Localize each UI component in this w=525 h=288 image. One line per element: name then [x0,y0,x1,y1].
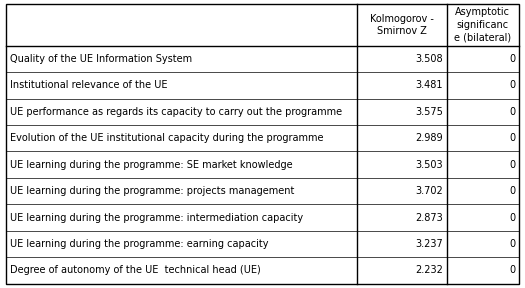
Text: 2.873: 2.873 [416,213,443,223]
Text: 2.989: 2.989 [416,133,443,143]
Text: 3.237: 3.237 [416,239,443,249]
Text: 0: 0 [509,54,515,64]
Text: Kolmogorov -
Smirnov Z: Kolmogorov - Smirnov Z [370,14,434,36]
Text: 3.575: 3.575 [415,107,443,117]
Text: Asymptotic
significanc
e (bilateral): Asymptotic significanc e (bilateral) [454,7,511,43]
Text: 0: 0 [509,107,515,117]
Text: 0: 0 [509,266,515,275]
Text: Evolution of the UE institutional capacity during the programme: Evolution of the UE institutional capaci… [10,133,323,143]
Text: 0: 0 [509,133,515,143]
Text: UE performance as regards its capacity to carry out the programme: UE performance as regards its capacity t… [10,107,342,117]
Text: 3.481: 3.481 [416,80,443,90]
Text: 3.702: 3.702 [416,186,443,196]
Text: 0: 0 [509,186,515,196]
Text: 3.503: 3.503 [416,160,443,170]
Text: 0: 0 [509,160,515,170]
Text: UE learning during the programme: SE market knowledge: UE learning during the programme: SE mar… [10,160,292,170]
Text: 2.232: 2.232 [415,266,443,275]
Text: Institutional relevance of the UE: Institutional relevance of the UE [10,80,167,90]
Text: 3.508: 3.508 [416,54,443,64]
Text: UE learning during the programme: earning capacity: UE learning during the programme: earnin… [10,239,268,249]
Text: Degree of autonomy of the UE  technical head (UE): Degree of autonomy of the UE technical h… [10,266,261,275]
Text: UE learning during the programme: intermediation capacity: UE learning during the programme: interm… [10,213,303,223]
Text: 0: 0 [509,213,515,223]
Text: 0: 0 [509,239,515,249]
Text: 0: 0 [509,80,515,90]
Text: UE learning during the programme: projects management: UE learning during the programme: projec… [10,186,295,196]
Text: Quality of the UE Information System: Quality of the UE Information System [10,54,192,64]
